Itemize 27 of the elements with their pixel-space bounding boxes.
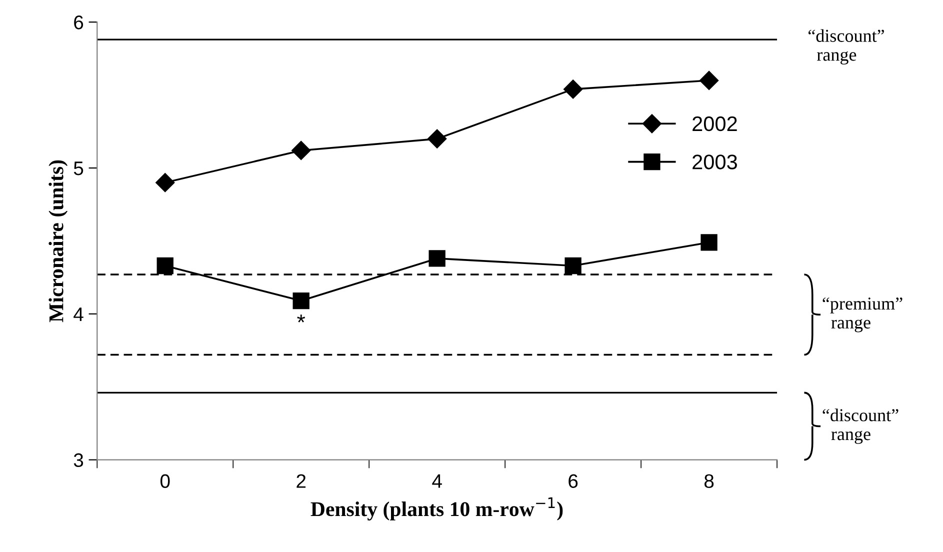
annotation: * [297,314,306,322]
x-tick-label: 4 [432,474,442,488]
text: “premium” range [822,297,902,332]
point [156,257,174,274]
x-tick-label: 2 [296,474,306,488]
point [428,250,446,267]
x-tick-label: 6 [568,474,578,488]
x-tick-label: 8 [704,474,714,488]
x-tick-label: 0 [160,474,170,488]
point [292,292,310,310]
y-tick-label: 5 [74,162,84,176]
point [700,70,719,90]
point [564,80,583,99]
text: “discount” range [822,408,898,444]
point [292,140,311,160]
point [156,173,175,192]
legend-label: 2003 [692,154,737,170]
text: “discount” range [808,29,884,65]
y-tick-label: 6 [74,16,84,30]
point [700,234,718,251]
y-tick-label: 4 [74,308,84,321]
point [564,257,582,274]
x-axis-title: Density (plants 10 m-row$^{−1}$) [310,497,563,520]
y-axis-title: Micronaire (units) [48,160,68,322]
y-tick-label: 3 [74,453,84,468]
legend-label: 2002 [692,116,737,132]
point [428,129,447,148]
